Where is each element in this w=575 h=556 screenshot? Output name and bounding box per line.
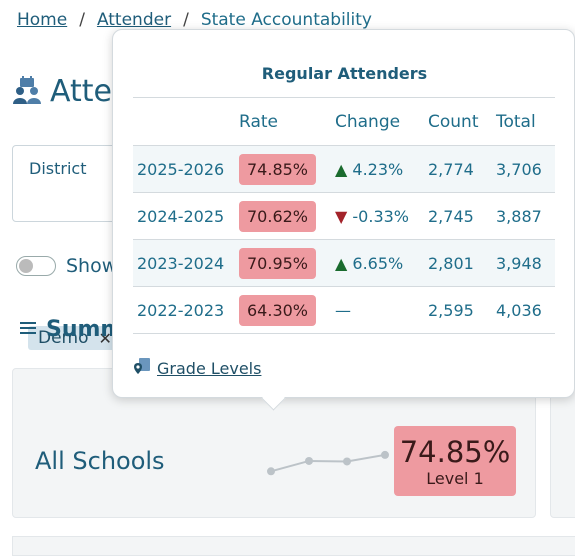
- row-change: —: [331, 286, 424, 334]
- row-count: 2,774: [424, 145, 492, 193]
- people-calendar-icon: [12, 75, 44, 108]
- table-row: 2022-2023 64.30% — 2,595 4,036: [133, 286, 555, 334]
- table-row: 2025-2026 74.85% ▲ 4.23% 2,774 3,706: [133, 145, 555, 193]
- row-change: ▲ 6.65%: [331, 239, 424, 287]
- column-header-year: [133, 97, 235, 146]
- row-count: 2,801: [424, 239, 492, 287]
- level-label: Level 1: [426, 469, 484, 488]
- rate-value: 74.85%: [399, 435, 511, 469]
- rates-table: Rate Change Count Total 2025-2026 74.85%…: [133, 97, 555, 334]
- breadcrumb-home-link[interactable]: Home: [17, 10, 68, 30]
- sparkline-point: [305, 456, 313, 465]
- table-row: 2023-2024 70.95% ▲ 6.65% 2,801 3,948: [133, 239, 555, 287]
- breadcrumb-separator: /: [183, 10, 189, 30]
- row-year: 2024-2025: [133, 192, 235, 240]
- district-chip: Demo ✕: [28, 326, 120, 350]
- row-total: 4,036: [492, 286, 555, 334]
- grade-levels-link-text[interactable]: Grade Levels: [157, 358, 262, 378]
- triangle-down-icon: ▼: [335, 206, 348, 226]
- rate-pill: 74.85%: [239, 153, 317, 185]
- breadcrumb-attender-link[interactable]: Attender: [96, 10, 172, 30]
- row-year: 2025-2026: [133, 145, 235, 193]
- rate-sparkline: [267, 450, 389, 476]
- show-toggle-switch[interactable]: [16, 256, 56, 276]
- row-total: 3,948: [492, 239, 555, 287]
- menu-icon[interactable]: [20, 320, 36, 339]
- row-change: ▲ 4.23%: [331, 145, 424, 193]
- district-filter-label: District: [29, 159, 87, 178]
- rate-level-badge[interactable]: 74.85% Level 1: [394, 426, 516, 496]
- column-header-count: Count: [424, 97, 492, 146]
- summary-title: Summ: [46, 317, 124, 342]
- row-count: 2,595: [424, 286, 492, 334]
- row-total: 3,887: [492, 192, 555, 240]
- sparkline-point: [381, 450, 389, 459]
- grade-levels-link[interactable]: Grade Levels: [133, 357, 261, 379]
- breadcrumb-current: State Accountability: [200, 10, 372, 30]
- sparkline-point: [343, 457, 351, 466]
- popover-title: Regular Attenders: [261, 64, 428, 83]
- next-card: [12, 536, 575, 556]
- row-total: 3,706: [492, 145, 555, 193]
- row-year: 2022-2023: [133, 286, 235, 334]
- show-toggle-row: Show: [16, 255, 117, 277]
- summary-header[interactable]: Summ: [20, 317, 123, 342]
- rate-pill: 64.30%: [239, 294, 317, 326]
- triangle-up-icon: ▲: [335, 253, 348, 273]
- row-change: ▼ -0.33%: [331, 192, 424, 240]
- triangle-up-icon: ▲: [335, 159, 348, 179]
- breadcrumb: Home / Attender / State Accountability: [17, 10, 372, 30]
- column-header-change: Change: [331, 97, 424, 146]
- row-count: 2,745: [424, 192, 492, 240]
- column-header-rate: Rate: [235, 97, 331, 146]
- column-header-total: Total: [492, 97, 555, 146]
- rate-pill: 70.62%: [239, 200, 317, 232]
- row-year: 2023-2024: [133, 239, 235, 287]
- table-row: 2024-2025 70.62% ▼ -0.33% 2,745 3,887: [133, 192, 555, 240]
- rate-pill: 70.95%: [239, 247, 317, 279]
- show-toggle-label: Show: [66, 255, 118, 277]
- close-icon[interactable]: ✕: [98, 328, 112, 348]
- map-pin-icon: [133, 357, 151, 379]
- sparkline-point: [267, 467, 275, 476]
- school-name: All Schools: [35, 447, 165, 475]
- rate-details-popover: Regular Attenders Rate Change Count Tota…: [112, 29, 575, 398]
- table-header-row: Rate Change Count Total: [133, 97, 555, 146]
- district-chip-label: Demo: [38, 328, 89, 348]
- breadcrumb-separator: /: [79, 10, 85, 30]
